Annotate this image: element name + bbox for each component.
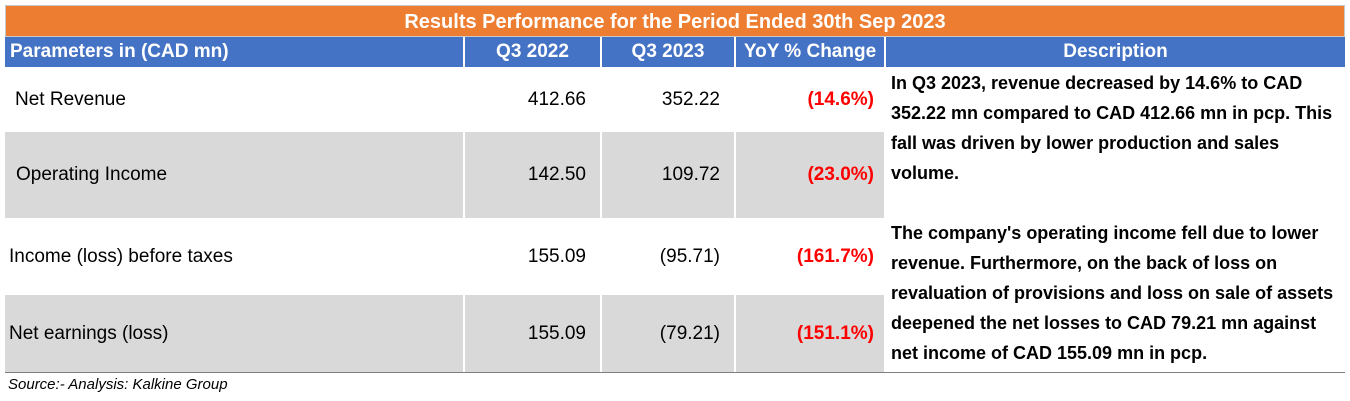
table-body: Net Revenue 412.66 352.22 (14.6%) Operat… <box>5 67 1345 373</box>
header-description: Description <box>1063 41 1168 62</box>
cell-q3-2022: 155.09 <box>465 218 602 295</box>
table-row-net-earnings: Net earnings (loss) 155.09 (79.21) (151.… <box>5 295 886 372</box>
table-row-income-before-taxes: Income (loss) before taxes 155.09 (95.71… <box>5 218 886 295</box>
cell-yoy-change: (161.7%) <box>736 218 886 295</box>
cell-q3-2023: (79.21) <box>602 295 736 372</box>
table-header: Parameters in (CAD mn) Q3 2022 Q3 2023 Y… <box>5 37 1345 67</box>
source-note: Source:- Analysis: Kalkine Group <box>8 376 228 393</box>
table-title: Results Performance for the Period Ended… <box>5 5 1345 37</box>
description-paragraph-revenue: In Q3 2023, revenue decreased by 14.6% t… <box>891 73 1333 183</box>
cell-yoy-change: (23.0%) <box>736 132 886 218</box>
results-table: Results Performance for the Period Ended… <box>5 5 1345 373</box>
header-yoy-change: YoY % Change <box>736 37 886 67</box>
cell-q3-2022: 155.09 <box>465 295 602 372</box>
header-parameters: Parameters in (CAD mn) <box>5 37 465 67</box>
row-label: Operating Income <box>5 132 465 218</box>
row-label: Net earnings (loss) <box>5 295 465 372</box>
header-q3-2022: Q3 2022 <box>465 37 602 67</box>
cell-yoy-change: (151.1%) <box>736 295 886 372</box>
row-label: Income (loss) before taxes <box>5 218 465 295</box>
description-cell: In Q3 2023, revenue decreased by 14.6% t… <box>886 67 1345 372</box>
table-row-operating-income: Operating Income 142.50 109.72 (23.0%) <box>5 132 886 218</box>
cell-q3-2022: 412.66 <box>465 67 602 132</box>
cell-q3-2023: (95.71) <box>602 218 736 295</box>
data-rows: Net Revenue 412.66 352.22 (14.6%) Operat… <box>5 67 886 372</box>
cell-q3-2022: 142.50 <box>465 132 602 218</box>
cell-q3-2023: 109.72 <box>602 132 736 218</box>
cell-yoy-change: (14.6%) <box>736 67 886 132</box>
table-row-net-revenue: Net Revenue 412.66 352.22 (14.6%) <box>5 67 886 132</box>
cell-q3-2023: 352.22 <box>602 67 736 132</box>
header-q3-2023: Q3 2023 <box>602 37 736 67</box>
row-label: Net Revenue <box>5 67 465 132</box>
description-paragraph-earnings: The company's operating income fell due … <box>891 223 1334 363</box>
